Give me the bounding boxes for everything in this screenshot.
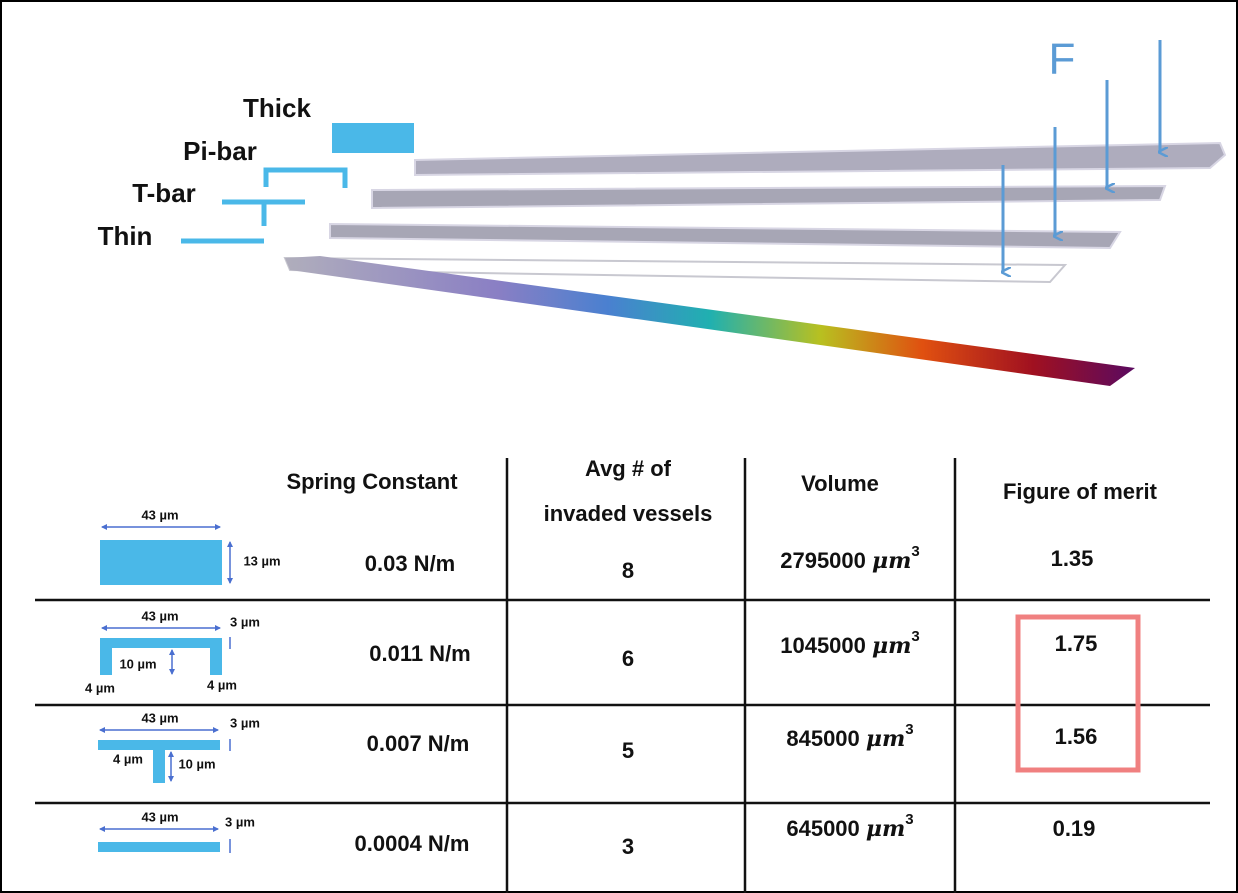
header: Volume bbox=[801, 471, 879, 496]
cross-section bbox=[98, 842, 220, 852]
avg-vessels: 3 bbox=[622, 834, 634, 859]
figure-of-merit: 1.56 bbox=[1055, 724, 1098, 749]
dim-label: 43 µm bbox=[141, 507, 178, 522]
dim-label: 10 µm bbox=[119, 656, 156, 671]
volume-unit: μm bbox=[866, 816, 905, 842]
volume-exponent: 3 bbox=[911, 543, 919, 560]
volume-unit: μm bbox=[872, 548, 911, 574]
volume: 645000 μm3 bbox=[786, 811, 913, 842]
volume-value: 645000 bbox=[786, 816, 859, 841]
header: Figure of merit bbox=[1003, 479, 1158, 504]
spring-constant: 0.03 N/m bbox=[365, 551, 456, 576]
cross-section bbox=[100, 648, 112, 675]
avg-vessels: 5 bbox=[622, 738, 634, 763]
dim-label: 10 µm bbox=[178, 756, 215, 771]
dim-label: 13 µm bbox=[243, 553, 280, 568]
dim-label: 4 µm bbox=[85, 680, 115, 695]
dim-label: 4 µm bbox=[207, 677, 237, 692]
legend-label: Thin bbox=[98, 221, 153, 251]
dim-label: 4 µm bbox=[113, 751, 143, 766]
avg-vessels: 8 bbox=[622, 558, 634, 583]
volume-unit: μm bbox=[872, 633, 911, 659]
beam-thin-deformed bbox=[285, 256, 1135, 386]
page: F Thick Pi-bar T-bar Thin Spring Constan… bbox=[0, 0, 1238, 893]
cross-section bbox=[100, 540, 222, 585]
volume-value: 1045000 bbox=[780, 633, 866, 658]
figure-of-merit: 1.75 bbox=[1055, 631, 1098, 656]
volume: 2795000 μm3 bbox=[780, 543, 920, 574]
volume-value: 845000 bbox=[786, 726, 859, 751]
cross-section bbox=[98, 740, 220, 750]
volume-exponent: 3 bbox=[905, 721, 913, 738]
figure-of-merit: 1.35 bbox=[1051, 546, 1094, 571]
volume-exponent: 3 bbox=[911, 628, 919, 645]
legend-label: Pi-bar bbox=[183, 136, 257, 166]
avg-vessels: 6 bbox=[622, 646, 634, 671]
cross-section bbox=[100, 638, 222, 648]
cross-section bbox=[210, 648, 222, 675]
header: invaded vessels bbox=[544, 501, 713, 526]
dim-label: 3 µm bbox=[225, 814, 255, 829]
header: Avg # of bbox=[585, 456, 672, 481]
volume-exponent: 3 bbox=[905, 811, 913, 828]
dim-label: 3 µm bbox=[230, 715, 260, 730]
spring-constant: 0.011 N/m bbox=[369, 641, 471, 666]
spring-constant: 0.007 N/m bbox=[367, 731, 470, 756]
icon-thick bbox=[332, 123, 414, 153]
beam-thick bbox=[415, 143, 1225, 175]
dim-label: 43 µm bbox=[141, 809, 178, 824]
cross-section bbox=[153, 750, 165, 783]
icon-pi bbox=[266, 170, 345, 188]
legend-label: T-bar bbox=[132, 178, 196, 208]
dim-label: 43 µm bbox=[141, 710, 178, 725]
legend-label: Thick bbox=[243, 93, 311, 123]
volume-value: 2795000 bbox=[780, 548, 866, 573]
spring-constant: 0.0004 N/m bbox=[355, 831, 470, 856]
force-label: F bbox=[1049, 35, 1076, 84]
volume: 1045000 μm3 bbox=[780, 628, 920, 659]
volume: 845000 μm3 bbox=[786, 721, 913, 752]
dim-label: 3 µm bbox=[230, 614, 260, 629]
volume-unit: μm bbox=[866, 726, 905, 752]
beam-pi bbox=[372, 186, 1165, 208]
header: Spring Constant bbox=[286, 469, 458, 494]
figure-of-merit: 0.19 bbox=[1053, 816, 1096, 841]
dim-label: 43 µm bbox=[141, 608, 178, 623]
icon-t bbox=[222, 202, 305, 226]
figure: F Thick Pi-bar T-bar Thin Spring Constan… bbox=[0, 0, 1238, 893]
